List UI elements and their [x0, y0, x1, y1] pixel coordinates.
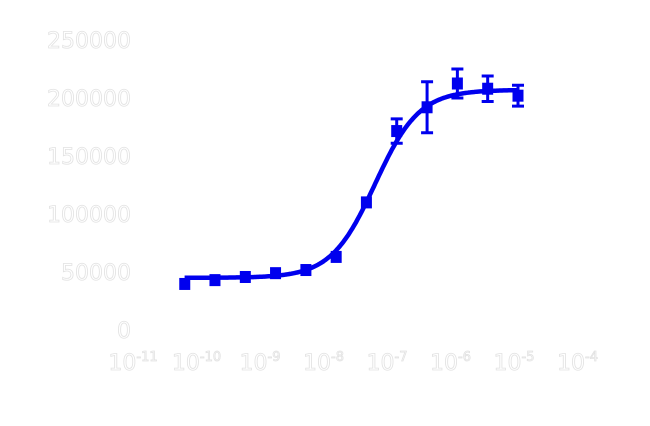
data-point: [421, 101, 433, 114]
data-point: [360, 196, 372, 209]
data-point: [512, 89, 524, 102]
fit-curve: [184, 87, 518, 281]
data-point: [239, 270, 251, 283]
y-tick-label: 100000: [47, 203, 131, 228]
y-tick-label: 50000: [61, 261, 131, 286]
data-point: [330, 250, 342, 263]
y-tick-label: 0: [117, 319, 131, 344]
x-tick-label: 10-8: [303, 350, 344, 376]
y-axis-ticks: 0 50000 100000 150000 200000 250000: [47, 29, 132, 345]
x-tick-label: 10-5: [494, 350, 535, 376]
data-point: [451, 77, 463, 90]
x-tick-label: 10-4: [557, 350, 598, 376]
data-point: [179, 277, 191, 290]
data-point: [270, 267, 282, 280]
data-point: [300, 264, 312, 277]
data-point: [391, 125, 403, 138]
data-point: [209, 274, 221, 287]
x-tick-label: 10-11: [108, 350, 157, 376]
data-point: [482, 82, 494, 95]
x-tick-label: 10-9: [240, 350, 281, 376]
y-tick-label: 250000: [47, 29, 131, 54]
y-tick-label: 150000: [47, 145, 131, 170]
x-tick-label: 10-10: [172, 350, 221, 376]
x-tick-label: 10-7: [367, 350, 408, 376]
data-points: [179, 67, 524, 290]
x-tick-label: 10-6: [430, 350, 471, 376]
y-tick-label: 200000: [47, 87, 131, 112]
x-axis-ticks: 10-11 10-10 10-9 10-8 10-7 10-6 10-5 10-4: [108, 350, 598, 377]
